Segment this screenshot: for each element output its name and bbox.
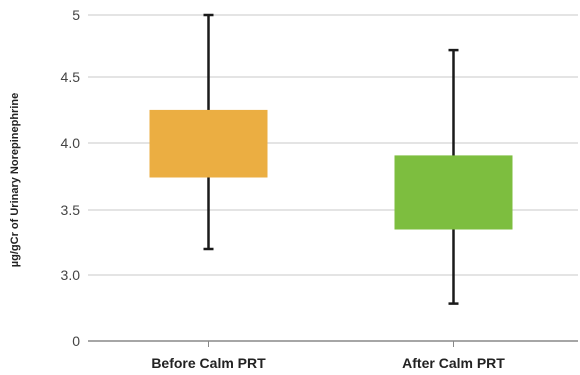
x-category-label: After Calm PRT bbox=[402, 355, 505, 371]
box-1 bbox=[149, 13, 268, 251]
box-rect bbox=[394, 155, 513, 230]
y-axis-title: µg/gCr of Urinary Norepinephrine bbox=[9, 93, 21, 267]
box-2 bbox=[394, 48, 513, 305]
y-tick-label: 4.5 bbox=[61, 69, 81, 85]
y-axis-ticks: 0 3.0 3.5 4.0 4.5 5 bbox=[61, 7, 81, 349]
y-tick-label: 3.0 bbox=[61, 267, 81, 283]
box-rect bbox=[149, 109, 268, 178]
y-tick-label: 0 bbox=[72, 333, 80, 349]
x-category-label: Before Calm PRT bbox=[151, 355, 266, 371]
y-tick-label: 4.0 bbox=[61, 135, 81, 151]
x-axis-ticks: Before Calm PRT After Calm PRT bbox=[151, 341, 505, 371]
box-series bbox=[149, 13, 513, 305]
y-tick-label: 5 bbox=[72, 7, 80, 23]
y-tick-label: 3.5 bbox=[61, 202, 81, 218]
